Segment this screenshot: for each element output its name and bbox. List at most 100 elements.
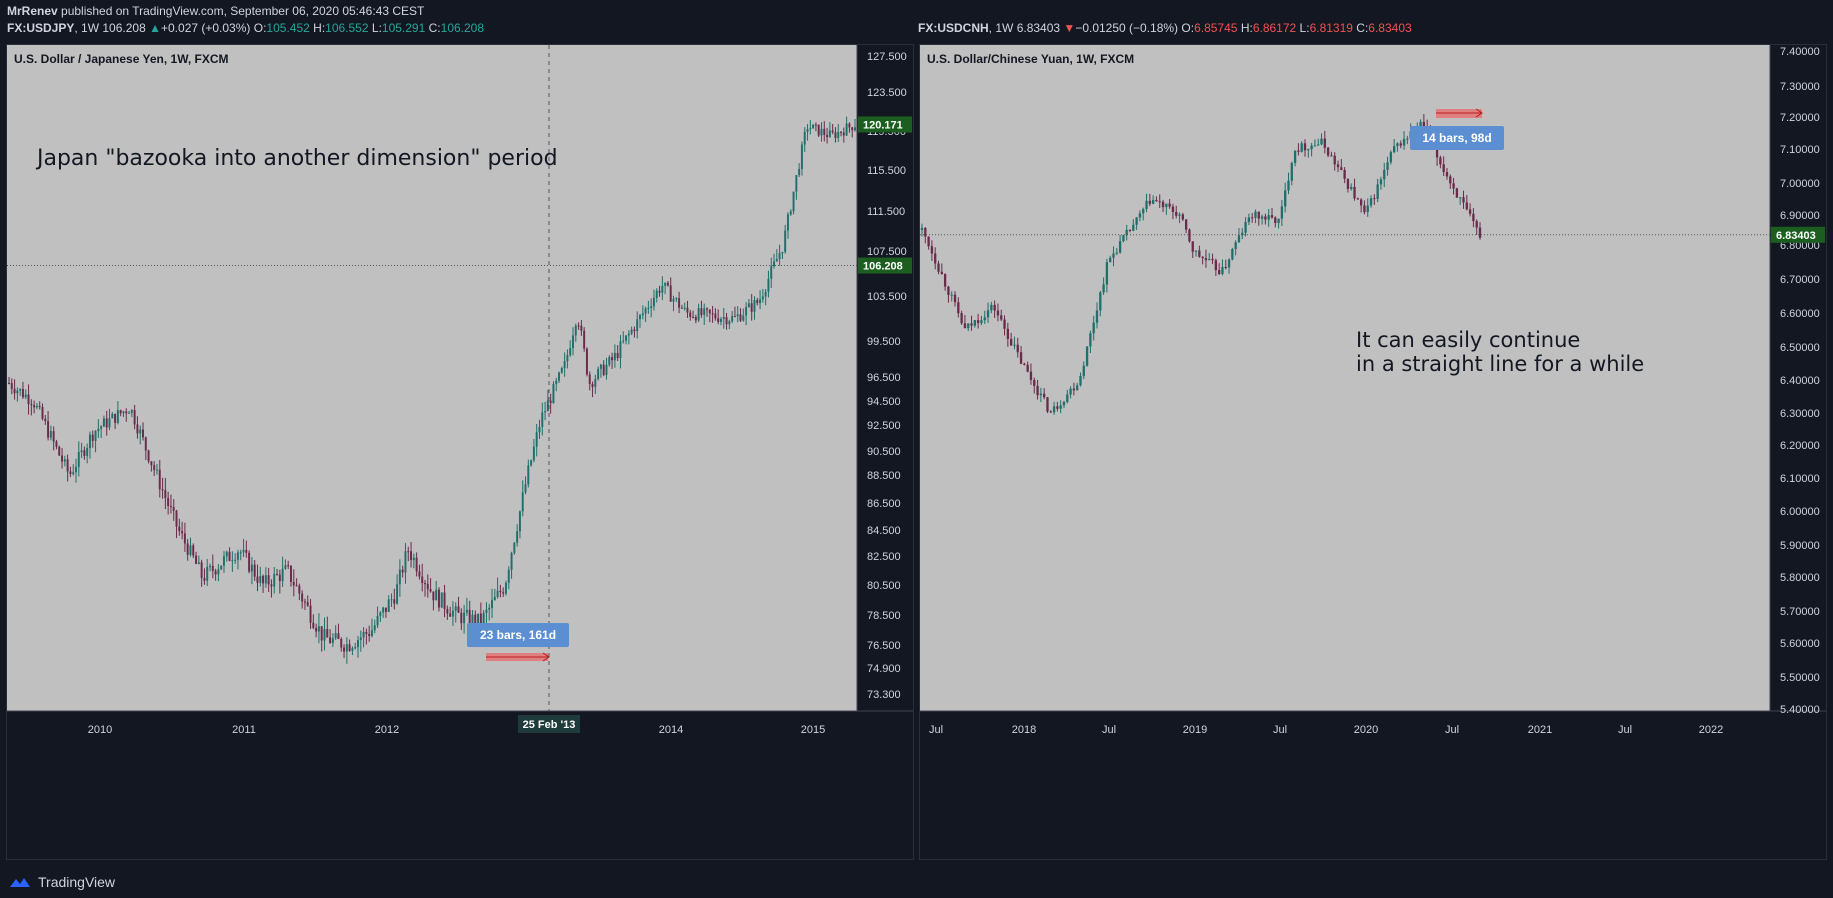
candle-body [1369,198,1373,206]
candle-body [736,314,739,317]
usdjpy-chart-panel[interactable]: 127.500123.500119.500115.500111.500107.5… [6,44,914,860]
candle-body [940,271,943,275]
candle-body [1333,155,1336,165]
candle-body [680,307,683,309]
candle-body [1340,167,1343,170]
candle-body [563,361,566,369]
usdjpy-chart[interactable]: 127.500123.500119.500115.500111.500107.5… [7,45,913,859]
price-tick-label: 6.10000 [1780,473,1820,485]
candle-body [504,582,507,594]
usdcnh-chart[interactable]: 7.40000 7.30000 7.20000 7.10000 7.00000 6.900… [920,45,1826,859]
candle-body [1462,197,1465,203]
left-symbol[interactable]: FX:USDJPY [7,21,75,35]
candle-body [66,459,69,472]
candle-body [412,557,415,561]
left-interval: 1W [81,21,100,35]
candle-body [373,625,376,631]
candle-body [164,490,167,499]
candle-body [692,316,695,318]
candle-body [1079,376,1082,386]
candle-body [463,612,466,624]
candle-body [1237,235,1241,243]
candle-body [666,282,669,286]
candle-body [1323,138,1326,148]
candle-body [398,569,401,585]
candle-body [496,590,499,597]
candle-body [602,364,605,375]
candle-body [1297,150,1300,152]
candle-body [1082,365,1085,377]
candle-body [630,329,633,334]
time-tick-label: 2012 [375,724,399,736]
usdcnh-chart-panel[interactable]: 7.40000 7.30000 7.20000 7.10000 7.00000 6.900… [919,44,1827,860]
candle-body [1317,144,1320,146]
candle-body [197,562,200,564]
left-open: 105.452 [266,21,310,35]
candle-body [242,549,245,553]
time-tick-label: Jul [1445,724,1459,736]
candle-body [161,489,164,491]
candle-body [1105,262,1109,285]
candle-body [343,647,346,652]
candle-body [63,459,66,462]
candles [8,116,856,664]
candle-body [622,340,625,342]
candle-body [72,472,75,475]
candle-body [943,274,947,287]
candle-body [658,290,661,293]
candle-body [236,552,239,560]
candle-body [728,321,731,325]
candle-body [1023,363,1026,365]
candle-body [253,564,256,577]
price-tick-label: 103.500 [867,291,907,303]
candle-body [206,566,209,581]
candle-body [1455,188,1459,198]
time-tick-label: 2010 [88,724,112,736]
candle-body [1039,393,1043,396]
candle-body [518,511,521,532]
candle-body [1449,176,1452,184]
candle-body [1386,162,1389,170]
candle-body [597,368,600,380]
candle-body [1399,143,1402,146]
candle-body [599,364,602,369]
candle-body [44,418,47,422]
candle-body [144,437,147,451]
candle-body [61,455,64,462]
price-tick-label: 7.40000 [1780,46,1820,58]
candle-body [1307,149,1310,151]
candle-body [719,318,722,322]
candle-body [1056,406,1059,409]
candle-body [128,412,131,414]
candle-body [155,469,158,471]
tradingview-logo[interactable]: TradingView [8,874,115,890]
candle-body [178,526,181,532]
candle-body [1029,371,1033,380]
candle-body [169,505,172,507]
candle-body [686,307,689,313]
price-tick-label: 90.500 [867,446,901,458]
candle-body [228,551,231,561]
candle-body [437,589,440,608]
candle-body [650,306,653,308]
candle-body [1330,155,1333,157]
right-symbol[interactable]: FX:USDCNH [918,21,989,35]
left-low: 105.291 [381,21,426,35]
candle-body [1089,333,1092,347]
candle-body [281,568,284,582]
candle-body [823,128,826,135]
candle-body [675,298,678,300]
candle-body [24,394,27,398]
candle-body [1234,242,1237,249]
candle-body [1145,200,1148,210]
candle-body [739,314,742,321]
author-name[interactable]: MrRenev [7,4,58,18]
candle-body [8,383,10,384]
candle-body [465,609,468,613]
candle-body [784,230,787,252]
candle-body [1072,388,1076,391]
candle-body [1363,205,1366,213]
candle-body [404,551,407,573]
candle-body [1095,310,1099,323]
candle-body [854,127,856,131]
